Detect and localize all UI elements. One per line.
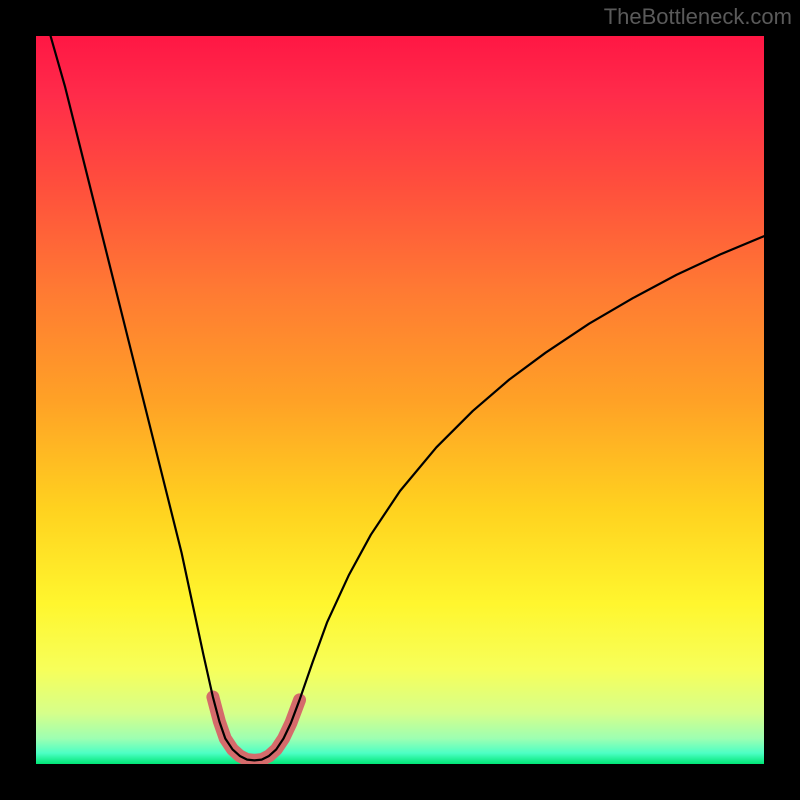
chart-svg-layer [36, 36, 764, 764]
highlight-segment [213, 697, 300, 760]
chart-plot-area [36, 36, 764, 764]
bottleneck-curve [51, 36, 764, 760]
watermark-text: TheBottleneck.com [604, 4, 792, 30]
